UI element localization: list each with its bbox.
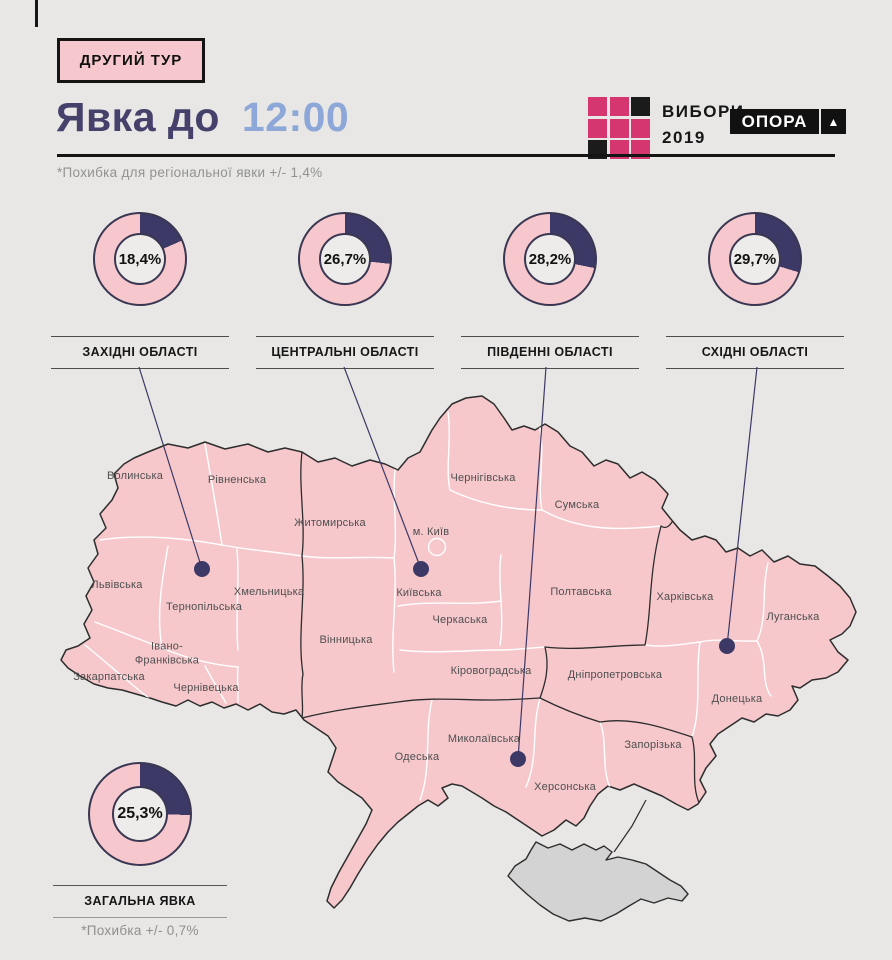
- oblast-label: Запорізька: [624, 739, 682, 752]
- oblast-label: Сумська: [554, 499, 600, 512]
- crimea-shape: [507, 841, 689, 922]
- region-donut-chart: 18,4%: [93, 212, 187, 306]
- donut-hole: 18,4%: [114, 233, 166, 285]
- oblast-label: Київська: [396, 587, 442, 600]
- oblast-label: Волинська: [106, 470, 164, 483]
- oblast-label: Харківська: [656, 591, 714, 604]
- logo-grid-square: [609, 118, 629, 138]
- total-footnote: *Похибка +/- 0,7%: [81, 923, 199, 938]
- title-time: 12:00: [241, 94, 350, 140]
- oblast-label: Івано- Франківська: [134, 640, 200, 666]
- logo-grid-square: [588, 118, 607, 138]
- region-marker-dot: [510, 751, 526, 767]
- callout-line: [138, 366, 203, 570]
- total-turnout-card: 25,3% ЗАГАЛЬНА ЯВКА *Похибка +/- 0,7%: [53, 762, 227, 938]
- logo-grid-square: [588, 97, 607, 116]
- region-marker-dot: [413, 561, 429, 577]
- oblast-label: Хмельницька: [233, 586, 305, 599]
- oblast-label: м. Київ: [412, 526, 450, 539]
- region-donut-chart: 29,7%: [708, 212, 802, 306]
- region-donut-label: ЦЕНТРАЛЬНІ ОБЛАСТІ: [256, 336, 434, 369]
- arabat-spit-line: [613, 799, 647, 853]
- callout-line: [517, 366, 547, 760]
- oblast-label: Луганська: [766, 611, 820, 624]
- oblast-label: Донецька: [711, 693, 763, 706]
- vybory-grid-icon: [588, 97, 650, 159]
- round-tag-label: ДРУГИЙ ТУР: [79, 52, 183, 69]
- oblast-label: Миколаївська: [447, 733, 521, 746]
- region-donut-value: 26,7%: [323, 250, 367, 268]
- region-donut-chart: 28,2%: [503, 212, 597, 306]
- donut-hole: 26,7%: [319, 233, 371, 285]
- oblast-label: Львівська: [91, 579, 143, 592]
- region-donut-label: ПІВДЕННІ ОБЛАСТІ: [461, 336, 639, 369]
- oblast-label: Рівненська: [207, 474, 267, 487]
- region-marker-dot: [719, 638, 735, 654]
- logo-grid-square: [609, 97, 629, 116]
- donut-hole: 25,3%: [112, 786, 168, 842]
- oblast-label: Полтавська: [550, 586, 612, 599]
- total-donut-label: ЗАГАЛЬНА ЯВКА: [53, 885, 227, 918]
- opora-wordmark: ОПОРА: [730, 109, 819, 134]
- oblast-label: Закарпатська: [73, 671, 145, 684]
- round-tag-badge: ДРУГИЙ ТУР: [57, 38, 205, 83]
- region-donut-card: 18,4% ЗАХІДНІ ОБЛАСТІ: [51, 212, 229, 369]
- oblast-label: Одеська: [394, 751, 440, 764]
- oblast-label: Черкаська: [432, 614, 488, 627]
- callout-line: [343, 366, 422, 570]
- vybory-word: ВИБОРИ: [662, 102, 745, 121]
- oblast-label: Чернівецька: [173, 682, 239, 695]
- regional-donuts-row: 18,4% ЗАХІДНІ ОБЛАСТІ 26,7% ЦЕНТРАЛЬНІ О…: [51, 212, 844, 369]
- oblast-label: Дніпропетровська: [567, 669, 663, 682]
- region-marker-dot: [194, 561, 210, 577]
- callout-lines: [138, 366, 758, 767]
- oblast-label: Кіровоградська: [450, 665, 532, 678]
- donut-hole: 28,2%: [524, 233, 576, 285]
- logo-grid-square: [631, 97, 650, 116]
- region-donut-label: СХІДНІ ОБЛАСТІ: [666, 336, 844, 369]
- region-donut-label: ЗАХІДНІ ОБЛАСТІ: [51, 336, 229, 369]
- page-title: Явка до 12:00: [56, 94, 349, 141]
- header-footnote: *Похибка для регіональної явки +/- 1,4%: [57, 165, 323, 180]
- triangle-up-icon: ▲: [821, 109, 846, 134]
- region-donut-chart: 26,7%: [298, 212, 392, 306]
- oblast-label: Житомирська: [294, 517, 366, 530]
- region-donut-value: 28,2%: [528, 250, 572, 268]
- opora-logo: ОПОРА ▲: [730, 109, 846, 134]
- logo-grid-square: [631, 118, 650, 138]
- region-donut-card: 26,7% ЦЕНТРАЛЬНІ ОБЛАСТІ: [256, 212, 434, 369]
- oblast-label: Херсонська: [534, 781, 596, 794]
- total-donut-value: 25,3%: [117, 805, 163, 822]
- oblast-label: Вінницька: [319, 634, 373, 647]
- region-donut-value: 18,4%: [118, 250, 162, 268]
- donut-hole: 29,7%: [729, 233, 781, 285]
- corner-tick-mark: [35, 0, 38, 27]
- region-donut-card: 29,7% СХІДНІ ОБЛАСТІ: [666, 212, 844, 369]
- vybory-logo-text: ВИБОРИ 2019: [662, 97, 745, 148]
- vybory-2019-logo: ВИБОРИ 2019: [588, 97, 745, 159]
- callout-line: [726, 366, 758, 647]
- total-donut-chart: 25,3%: [88, 762, 192, 866]
- region-donut-value: 29,7%: [733, 250, 777, 268]
- region-donut-card: 28,2% ПІВДЕННІ ОБЛАСТІ: [461, 212, 639, 369]
- oblast-label: Тернопільська: [165, 601, 243, 614]
- title-text: Явка до: [56, 94, 220, 140]
- oblast-label: Чернігівська: [450, 472, 516, 485]
- header-divider: [57, 154, 835, 157]
- vybory-year: 2019: [662, 128, 706, 147]
